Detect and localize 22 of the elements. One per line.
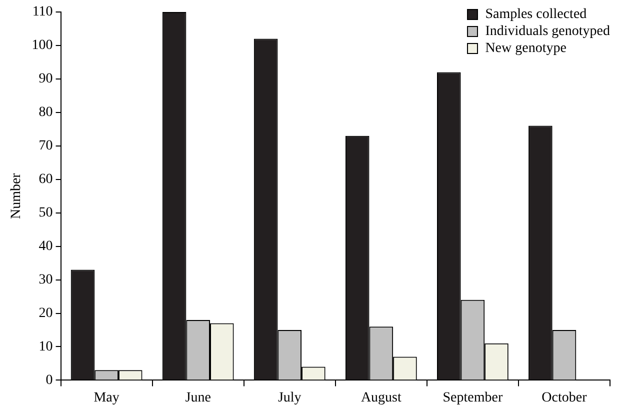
y-tick-label: 0 — [46, 372, 53, 388]
y-tick-label: 20 — [38, 306, 53, 321]
y-tick-label: 40 — [38, 238, 53, 254]
x-tick-label: August — [360, 390, 402, 406]
x-tick-label: May — [94, 390, 120, 406]
y-tick-label: 30 — [38, 272, 53, 288]
x-tick-label: October — [542, 390, 588, 406]
y-tick-label: 70 — [38, 138, 53, 154]
y-tick-label: 60 — [38, 172, 53, 188]
y-tick-label: 100 — [32, 38, 53, 54]
legend-label: Samples collected — [485, 6, 587, 23]
y-tick-label: 90 — [38, 72, 53, 87]
x-tick-label: July — [278, 390, 302, 406]
y-tick-label: 50 — [38, 206, 53, 221]
y-tick-label: 10 — [38, 339, 53, 354]
legend-label: New genotype — [485, 40, 566, 57]
y-tick-label: 80 — [38, 105, 53, 120]
x-tick-label: September — [442, 390, 503, 406]
y-tick-label: 110 — [32, 4, 53, 20]
x-tick-label: June — [185, 390, 211, 406]
legend-label: Individuals genotyped — [485, 23, 610, 40]
y-axis-title: Number — [9, 172, 24, 220]
